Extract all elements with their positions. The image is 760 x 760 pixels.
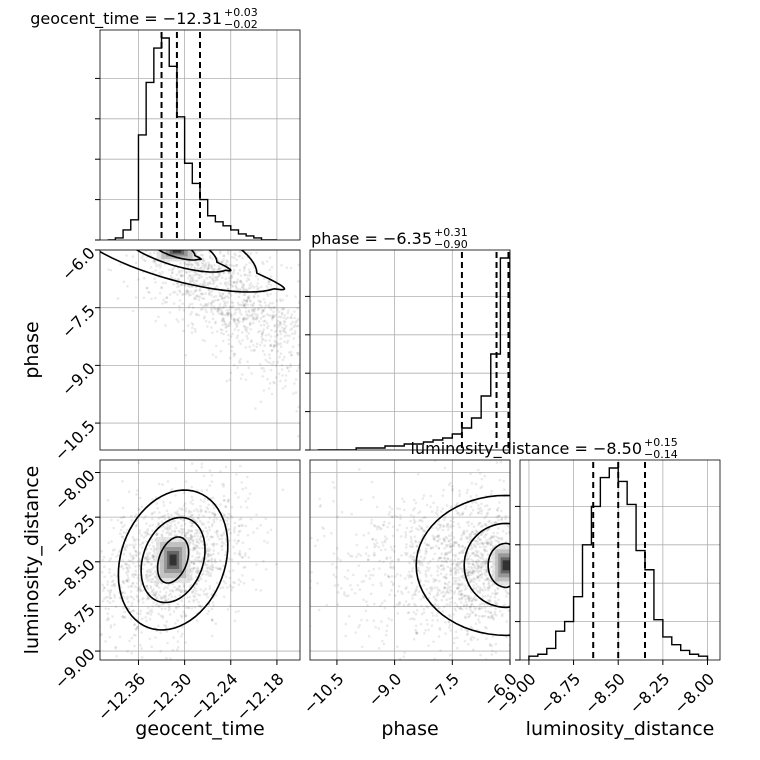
hist-luminosity_distance-frame bbox=[519, 459, 721, 661]
xtick-label-geocent_time: −12.24 bbox=[186, 669, 241, 724]
contour-0 bbox=[156, 536, 190, 584]
scatter-panel-phase-luminosity_distance bbox=[309, 459, 511, 661]
xtick-label-geocent_time: −12.30 bbox=[140, 669, 195, 724]
histogram-phase bbox=[317, 257, 510, 450]
xtick-label-luminosity_distance: −8.75 bbox=[536, 669, 584, 717]
ytick-label-luminosity_distance: −8.00 bbox=[51, 466, 99, 514]
scatter-geocent_time-phase-frame bbox=[99, 249, 301, 451]
title-sup: +0.03 bbox=[224, 6, 258, 19]
density-contours bbox=[415, 494, 510, 637]
hist-geocent_time-frame bbox=[99, 29, 301, 241]
ytick-label-luminosity_distance: −9.00 bbox=[51, 644, 99, 692]
histogram-geocent_time bbox=[107, 37, 277, 240]
ytick-label-phase: −9.0 bbox=[58, 359, 99, 400]
ytick-label-phase: −10.5 bbox=[51, 416, 99, 464]
title-geocent_time: geocent_time = −12.31 +0.03−0.02 bbox=[30, 6, 258, 31]
xtick-label-geocent_time: −12.18 bbox=[232, 669, 287, 724]
scatter-phase-luminosity_distance-frame bbox=[309, 459, 511, 661]
xtick-label-luminosity_distance: −8.50 bbox=[581, 669, 629, 717]
hist-panel-luminosity_distance bbox=[515, 459, 721, 661]
scatter-panel-geocent_time-phase bbox=[99, 249, 301, 451]
title-text: geocent_time = −12.31 bbox=[30, 9, 222, 29]
scatter-points bbox=[310, 460, 510, 660]
ytick-label-phase: −7.5 bbox=[58, 301, 99, 342]
hist-phase-frame bbox=[309, 249, 511, 451]
density-contours bbox=[117, 489, 229, 631]
xtick-label-phase: −10.5 bbox=[300, 669, 348, 717]
title-text: phase = −6.35 bbox=[311, 229, 432, 248]
xtick-label-luminosity_distance: −8.00 bbox=[670, 669, 718, 717]
scatter-panel-geocent_time-luminosity_distance bbox=[99, 459, 301, 661]
title-luminosity_distance: luminosity_distance = −8.50 +0.15−0.14 bbox=[411, 436, 678, 461]
y-axis-label-phase: phase bbox=[21, 321, 43, 378]
x-axis-label-phase: phase bbox=[381, 718, 438, 740]
density-core bbox=[156, 250, 198, 262]
contour-1 bbox=[463, 522, 510, 609]
title-sub: −0.02 bbox=[224, 18, 258, 31]
contour-1 bbox=[140, 516, 206, 604]
xtick-label-phase: −7.5 bbox=[422, 669, 463, 710]
density-core bbox=[492, 545, 510, 586]
contour-0 bbox=[158, 250, 202, 261]
title-sub: −0.14 bbox=[644, 448, 678, 461]
title-sup: +0.15 bbox=[644, 436, 678, 449]
ytick-label-phase: −6.0 bbox=[58, 243, 99, 284]
xtick-label-phase: −9.0 bbox=[364, 669, 405, 710]
contour-2 bbox=[100, 250, 286, 293]
xtick-label-luminosity_distance: −8.25 bbox=[625, 669, 673, 717]
xtick-label-geocent_time: −12.36 bbox=[94, 669, 149, 724]
ytick-label-luminosity_distance: −8.25 bbox=[51, 510, 99, 558]
x-axis-label-luminosity_distance: luminosity_distance bbox=[526, 718, 715, 740]
density-core bbox=[156, 537, 191, 583]
contour-2 bbox=[415, 494, 510, 637]
contour-1 bbox=[136, 250, 232, 273]
x-axis-label-geocent_time: geocent_time bbox=[135, 718, 264, 740]
ytick-label-luminosity_distance: −8.75 bbox=[51, 600, 99, 648]
scatter-geocent_time-luminosity_distance-frame bbox=[99, 459, 301, 661]
title-text: luminosity_distance = −8.50 bbox=[411, 439, 642, 459]
hist-panel-phase bbox=[305, 249, 511, 451]
contour-2 bbox=[117, 489, 229, 631]
ytick-label-luminosity_distance: −8.50 bbox=[51, 555, 99, 603]
title-phase: phase = −6.35 +0.31−0.90 bbox=[311, 226, 468, 251]
y-axis-label-luminosity_distance: luminosity_distance bbox=[21, 466, 43, 655]
hist-panel-geocent_time bbox=[95, 29, 301, 241]
contour-0 bbox=[487, 542, 510, 589]
title-sup: +0.31 bbox=[434, 226, 468, 239]
title-sub: −0.90 bbox=[434, 238, 468, 251]
scatter-points bbox=[107, 250, 300, 438]
density-contours bbox=[100, 250, 286, 293]
